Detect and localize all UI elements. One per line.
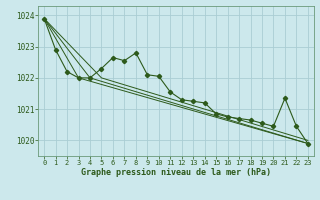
- X-axis label: Graphe pression niveau de la mer (hPa): Graphe pression niveau de la mer (hPa): [81, 168, 271, 177]
